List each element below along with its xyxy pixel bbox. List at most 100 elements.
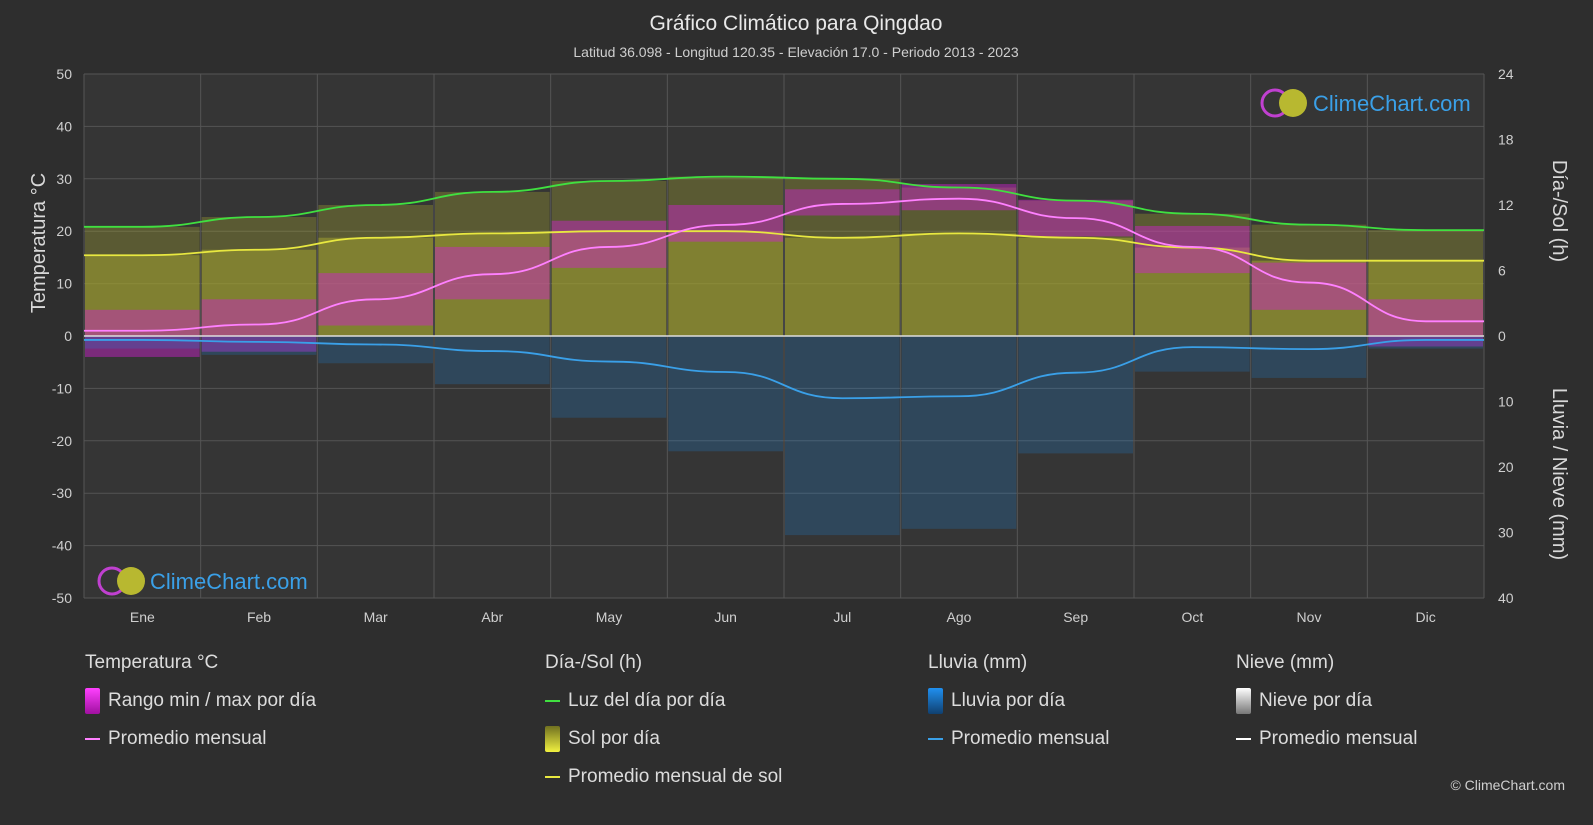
- x-tick-label: Dic: [1416, 609, 1436, 625]
- legend-item-temp-avg: Promedio mensual: [85, 726, 316, 752]
- sun-band: [901, 233, 1017, 336]
- rain-band: [435, 336, 550, 385]
- temp-range-swatch: [85, 688, 100, 714]
- legend-label: Promedio mensual: [1259, 728, 1418, 749]
- logo-text: ClimeChart.com: [150, 569, 308, 594]
- rain-band: [201, 336, 317, 355]
- left-axis-ticks: 50 40 30 20 10 0 -10 -20 -30 -40 -50: [52, 66, 72, 606]
- legend-rain: Lluvia (mm) Lluvia por día Promedio mens…: [928, 652, 1109, 764]
- x-tick-label: Ago: [947, 609, 972, 625]
- rain-band: [785, 336, 900, 536]
- x-tick-label: May: [596, 609, 622, 625]
- temp-range-band: [668, 205, 783, 242]
- sun-band: [318, 237, 433, 336]
- legend-label: Lluvia por día: [951, 690, 1066, 711]
- logo-sun-icon: [1279, 89, 1307, 117]
- temp-avg-swatch: [85, 738, 100, 740]
- y-right-top-tick-label: 6: [1498, 263, 1506, 279]
- x-tick-label: Sep: [1063, 609, 1088, 625]
- legend-item-rain-avg: Promedio mensual: [928, 726, 1109, 752]
- y-left-tick-label: -50: [52, 590, 72, 606]
- y-left-tick-label: -40: [52, 538, 72, 554]
- y-right-bottom-tick-label: 40: [1498, 590, 1514, 606]
- legend-item-sun-day: Sol por día: [545, 726, 782, 752]
- sun-band: [85, 255, 200, 336]
- logo-text: ClimeChart.com: [1313, 91, 1471, 116]
- rain-band: [1018, 336, 1133, 454]
- temp-range-band: [551, 220, 667, 268]
- legend-label: Luz del día por día: [568, 690, 726, 711]
- legend-snow: Nieve (mm) Nieve por día Promedio mensua…: [1236, 652, 1417, 764]
- sun-day-swatch: [545, 726, 560, 752]
- x-tick-label: Feb: [247, 609, 271, 625]
- temp-range-band: [1251, 262, 1367, 310]
- rain-band: [668, 336, 783, 452]
- rain-band: [1251, 336, 1367, 378]
- y-right-top-label: Día-/Sol (h): [1548, 160, 1570, 262]
- y-right-top-tick-label: 18: [1498, 132, 1514, 148]
- rain-band: [551, 336, 667, 418]
- sun-band: [551, 231, 667, 336]
- legend-label: Rango min / max por día: [108, 690, 317, 711]
- y-left-tick-label: -20: [52, 433, 72, 449]
- sun-band: [1368, 260, 1483, 336]
- rain-band: [85, 336, 200, 349]
- daylight-swatch: [545, 700, 560, 702]
- rain-avg-line: [84, 339, 1484, 400]
- sun-band: [1018, 237, 1133, 336]
- rain-avg-swatch: [928, 738, 943, 740]
- y-right-top-tick-label: 0: [1498, 328, 1506, 344]
- temp-range-band: [1368, 299, 1483, 347]
- y-left-tick-label: 50: [56, 66, 72, 82]
- rain-band: [1135, 336, 1250, 372]
- logo-bottom: ClimeChart.com: [97, 566, 308, 596]
- legend-snow-title: Nieve (mm): [1236, 652, 1335, 673]
- y-left-tick-label: 10: [56, 276, 72, 292]
- legend-rain-title: Lluvia (mm): [928, 652, 1028, 673]
- y-left-tick-label: -30: [52, 485, 72, 501]
- legend-label: Promedio mensual: [108, 728, 267, 749]
- legend-item-daylight: Luz del día por día: [545, 688, 782, 714]
- y-left-tick-label: -10: [52, 380, 72, 396]
- legend-label: Sol por día: [568, 728, 660, 749]
- legend-item-rain-day: Lluvia por día: [928, 688, 1109, 714]
- chart-title: Gráfico Climático para Qingdao: [650, 12, 943, 35]
- x-tick-label: Nov: [1297, 609, 1322, 625]
- credit-text: © ClimeChart.com: [1450, 777, 1565, 793]
- snow-avg-swatch: [1236, 738, 1251, 740]
- daily-bands: [84, 176, 1484, 536]
- temp-range-band: [85, 309, 200, 357]
- legend-item-temp-range: Rango min / max por día: [85, 688, 316, 714]
- chart-subtitle: Latitud 36.098 - Longitud 120.35 - Eleva…: [573, 44, 1018, 60]
- y-right-top-tick-label: 12: [1498, 197, 1514, 213]
- sun-band: [1135, 247, 1250, 336]
- x-tick-label: Jun: [714, 609, 737, 625]
- x-tick-label: Jul: [833, 609, 851, 625]
- y-right-top-tick-label: 24: [1498, 66, 1514, 82]
- x-tick-label: Abr: [481, 609, 503, 625]
- temp-range-band: [435, 246, 550, 300]
- y-left-tick-label: 40: [56, 118, 72, 134]
- legend-label: Promedio mensual de sol: [568, 766, 783, 787]
- series-lines: [83, 175, 1485, 400]
- legend-item-snow-avg: Promedio mensual: [1236, 726, 1417, 752]
- sun-band: [1251, 260, 1367, 336]
- y-left-label: Temperatura °C: [28, 173, 50, 313]
- logo-sun-icon: [117, 567, 145, 595]
- sun-band: [435, 233, 550, 336]
- legend-sun: Día-/Sol (h) Luz del día por día Sol por…: [545, 652, 782, 802]
- right-axis-ticks: 24 18 12 6 0 10 20 30 40: [1498, 66, 1514, 606]
- rain-band: [318, 336, 433, 364]
- temp-avg-line: [84, 197, 1484, 332]
- legend-item-sun-avg: Promedio mensual de sol: [545, 764, 782, 790]
- legend-label: Nieve por día: [1259, 690, 1373, 711]
- sun-band: [785, 237, 900, 336]
- snow-day-swatch: [1236, 688, 1251, 714]
- rain-day-swatch: [928, 688, 943, 714]
- legend-item-snow-day: Nieve por día: [1236, 688, 1417, 714]
- sun-band: [668, 231, 783, 336]
- y-left-tick-label: 20: [56, 223, 72, 239]
- sun-avg-swatch: [545, 776, 560, 778]
- legend-label: Promedio mensual: [951, 728, 1110, 749]
